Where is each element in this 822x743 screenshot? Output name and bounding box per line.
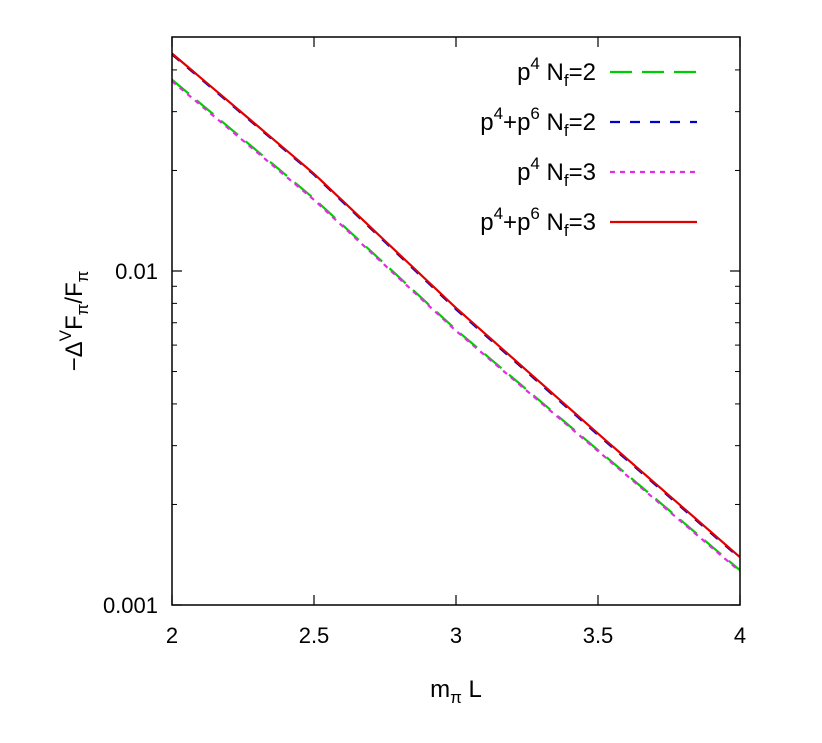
legend-label-tail: =2 (569, 109, 596, 136)
legend-label-sub: f (564, 171, 569, 190)
legend-label-n: N (540, 59, 564, 86)
x-tick-label: 2 (166, 623, 178, 648)
x-tick-label: 3.5 (583, 623, 614, 648)
legend: p4 Nf=2p4+p6 Nf=2p4 Nf=3p4+p6 Nf=3 (480, 54, 697, 240)
x-tick-label: 4 (734, 623, 746, 648)
legend-label-sup: 4 (530, 54, 539, 73)
series-line-p4p6-nf3 (172, 52, 740, 559)
y-axis-label-delta: −Δ (61, 341, 88, 371)
series-line-p4-nf3 (172, 80, 740, 573)
y-axis-label-f1: F (61, 315, 88, 330)
legend-label-tail: =3 (569, 159, 596, 186)
x-axis-label-pi: π (450, 688, 462, 707)
legend-label-p4p6-nf3: p4+p6 Nf=3 (480, 204, 596, 240)
y-axis-label-pi2: π (73, 271, 92, 283)
legend-label-base: p (480, 109, 493, 136)
x-tick-label: 3 (450, 623, 462, 648)
legend-label-base: p (480, 209, 493, 236)
legend-label-base: p (517, 59, 530, 86)
legend-label-p4p6-nf2: p4+p6 Nf=2 (480, 104, 596, 140)
x-axis-label-m: m (430, 676, 450, 703)
legend-label-mid: +p (503, 209, 530, 236)
legend-label-sub: f (564, 121, 569, 140)
legend-label-sup: 4 (530, 154, 539, 173)
legend-label-mid: +p (503, 109, 530, 136)
legend-label-n: N (540, 209, 564, 236)
legend-label-p4-nf2: p4 Nf=2 (517, 54, 596, 90)
y-axis-label-v: V (56, 329, 75, 341)
legend-label-base: p (517, 159, 530, 186)
series-line-p4-nf2 (172, 78, 740, 572)
legend-label-sup2: 6 (530, 104, 539, 123)
legend-label-sup: 4 (494, 204, 503, 223)
x-tick-label: 2.5 (299, 623, 330, 648)
ticks-layer: 2 2.5 3 3.5 4 0.001 0.01 (103, 37, 746, 648)
y-axis-label-pi1: π (73, 304, 92, 316)
y-tick-label: 0.001 (103, 593, 158, 618)
x-axis-label-l: L (462, 676, 482, 703)
series-layer (172, 52, 740, 573)
legend-label-tail: =3 (569, 209, 596, 236)
y-axis-label-slash: /F (61, 282, 88, 303)
legend-label-sup: 4 (494, 104, 503, 123)
legend-label-n: N (540, 159, 564, 186)
legend-label-sub: f (564, 221, 569, 240)
y-tick-label: 0.01 (115, 259, 158, 284)
legend-label-sub: f (564, 71, 569, 90)
x-axis-label: mπ L (430, 676, 482, 707)
y-axis-label: −ΔVFπ/Fπ (56, 271, 92, 372)
legend-label-sup2: 6 (530, 204, 539, 223)
legend-label-p4-nf3: p4 Nf=3 (517, 154, 596, 190)
legend-label-n: N (540, 109, 564, 136)
legend-label-tail: =2 (569, 59, 596, 86)
